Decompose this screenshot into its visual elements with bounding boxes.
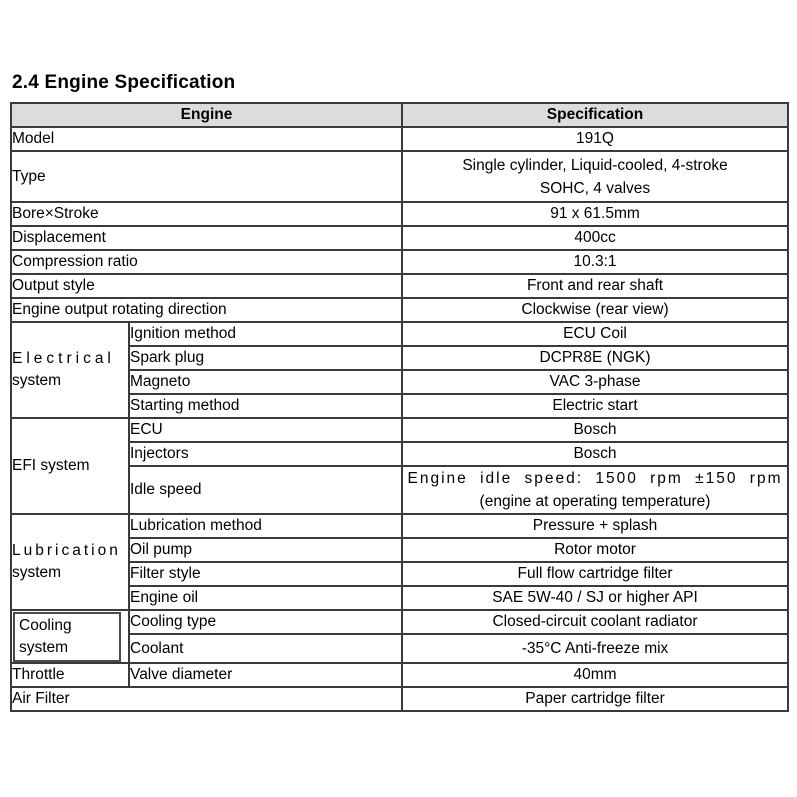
row-value: ECU Coil <box>401 321 790 347</box>
table-row: Model 191Q <box>9 126 790 152</box>
row-value: 40mm <box>401 662 790 688</box>
table-row: Magneto VAC 3-phase <box>11 369 790 395</box>
group-label-line1: Cooling <box>19 616 72 634</box>
header-engine-cell: Engine <box>9 102 404 128</box>
table-row: Displacement 400cc <box>9 225 790 251</box>
group-label-efi-system: EFI system <box>10 417 130 515</box>
row-label: Spark plug <box>127 345 404 371</box>
table-row: Lubrication system Lubrication method Pr… <box>10 513 790 611</box>
row-label: Engine oil <box>127 585 404 611</box>
table-row: Type Single cylinder, Liquid-cooled, 4-s… <box>9 150 790 203</box>
table-row: Spark plug DCPR8E (NGK) <box>11 345 790 371</box>
table-row: Filter style Full flow cartridge filter <box>11 561 790 587</box>
row-value: Bosch <box>401 417 790 443</box>
row-value: Full flow cartridge filter <box>401 561 790 587</box>
table-header-row: Engine Specification <box>9 102 790 128</box>
cooling-system-text-box: Cooling system <box>13 612 121 661</box>
row-label: Ignition method <box>127 321 404 347</box>
row-label: Engine output rotating direction <box>9 297 404 323</box>
group-label-lubrication-system: Lubrication system <box>10 513 130 611</box>
row-value: Paper cartridge filter <box>401 686 790 712</box>
group-label-line2: system <box>19 638 69 656</box>
row-value: 191Q <box>401 126 790 152</box>
row-value: Single cylinder, Liquid-cooled, 4-stroke… <box>401 150 790 203</box>
row-value: Clockwise (rear view) <box>401 297 790 323</box>
row-label: Idle speed <box>127 465 404 515</box>
row-value: VAC 3-phase <box>401 369 790 395</box>
row-label: Starting method <box>127 393 404 419</box>
row-label: Cooling type <box>127 609 404 635</box>
table-row: Compression ratio 10.3:1 <box>9 249 790 275</box>
row-value: Electric start <box>401 393 790 419</box>
row-value: Bosch <box>401 441 790 467</box>
row-label: Type <box>9 150 404 203</box>
row-label: Filter style <box>127 561 404 587</box>
row-value: DCPR8E (NGK) <box>401 345 790 371</box>
row-label: Air Filter <box>9 686 404 712</box>
row-value-line1: Engine idle speed: 1500 rpm ±150 rpm <box>407 470 783 487</box>
row-label: Model <box>9 126 404 152</box>
row-value-line2: (engine at operating temperature) <box>479 493 711 510</box>
header-specification-cell: Specification <box>401 102 790 128</box>
group-label-line1: Lubrication <box>12 542 121 559</box>
row-value: 400cc <box>401 225 790 251</box>
row-label: Displacement <box>9 225 404 251</box>
row-label: Magneto <box>127 369 404 395</box>
table-row: Output style Front and rear shaft <box>9 273 790 299</box>
group-label-electrical-system: Electrical system <box>10 321 130 419</box>
row-label: Coolant <box>127 633 404 664</box>
row-value: 10.3:1 <box>401 249 790 275</box>
row-value: -35°C Anti-freeze mix <box>401 633 790 664</box>
row-value: Closed-circuit coolant radiator <box>401 609 790 635</box>
row-label: Output style <box>9 273 404 299</box>
row-value: Front and rear shaft <box>401 273 790 299</box>
group-label-cooling-system: Cooling system <box>10 609 130 664</box>
row-label: Valve diameter <box>127 662 404 688</box>
table-row: Starting method Electric start <box>11 393 790 419</box>
row-label: Compression ratio <box>9 249 404 275</box>
engine-spec-table: Engine Specification Model 191Q Type Sin… <box>9 102 790 712</box>
row-value: Rotor motor <box>401 537 790 563</box>
table-row: Coolant -35°C Anti-freeze mix <box>11 633 790 664</box>
table-row: Air Filter Paper cartridge filter <box>9 686 790 712</box>
group-label-throttle: Throttle <box>10 662 130 688</box>
group-label-line1: Electrical <box>12 350 115 367</box>
table-row: Injectors Bosch <box>11 441 790 467</box>
group-label-line2: system <box>12 372 62 389</box>
row-label: Oil pump <box>127 537 404 563</box>
row-label: ECU <box>127 417 404 443</box>
table-row: Idle speed Engine idle speed: 1500 rpm ±… <box>11 465 790 515</box>
table-row: EFI system ECU Bosch <box>10 417 790 515</box>
row-value: Pressure + splash <box>401 513 790 539</box>
row-label: Bore×Stroke <box>9 201 404 227</box>
table-row: Cooling system Cooling type Closed-circu… <box>10 609 790 664</box>
table-row: Electrical system Ignition method ECU Co… <box>10 321 790 419</box>
row-value: 91 x 61.5mm <box>401 201 790 227</box>
row-value-line2: SOHC, 4 valves <box>539 179 651 197</box>
row-value: SAE 5W-40 / SJ or higher API <box>401 585 790 611</box>
row-label: Injectors <box>127 441 404 467</box>
table-row: Engine oil SAE 5W-40 / SJ or higher API <box>11 585 790 611</box>
table-row: Throttle Valve diameter 40mm <box>10 662 790 688</box>
row-value-line1: Single cylinder, Liquid-cooled, 4-stroke <box>462 156 728 174</box>
group-label-line1: EFI system <box>12 457 90 474</box>
row-label: Lubrication method <box>127 513 404 539</box>
table-row: Bore×Stroke 91 x 61.5mm <box>9 201 790 227</box>
group-label-line2: system <box>12 564 62 581</box>
table-row: Engine output rotating direction Clockwi… <box>9 297 790 323</box>
table-row: Oil pump Rotor motor <box>11 537 790 563</box>
row-value: Engine idle speed: 1500 rpm ±150 rpm (en… <box>401 465 790 515</box>
page-title: 2.4 Engine Specification <box>12 72 236 93</box>
